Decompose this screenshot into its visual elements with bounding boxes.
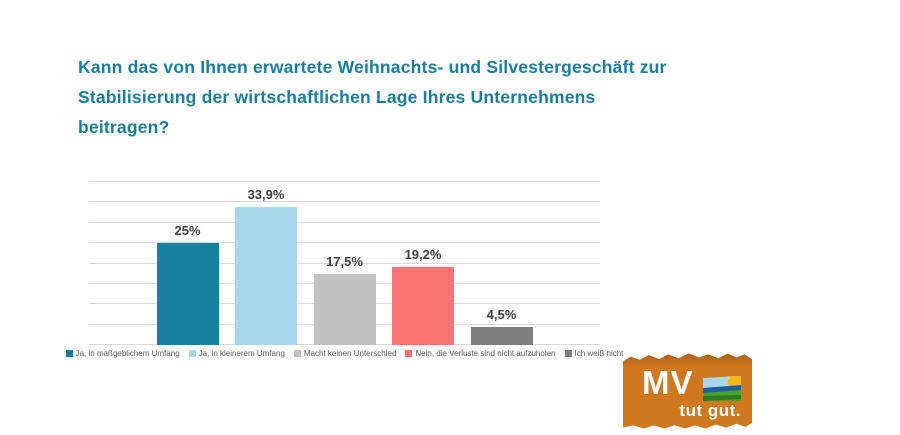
legend-item-1: Ja, in maßgeblichem Umfang: [65, 349, 180, 358]
legend-marker-icon: [564, 350, 572, 357]
legend-label: Nein, die Verluste sind nicht aufzuholen: [415, 349, 556, 358]
bar-4: [392, 266, 454, 345]
legend-item-5: Ich weiß nicht: [564, 349, 624, 358]
mv-tut-gut-logo: MV tut gut.: [623, 353, 752, 429]
bar-value-label: 33,9%: [247, 186, 285, 202]
bar-value-label: 4,5%: [486, 306, 517, 322]
legend-label: Ich weiß nicht: [574, 349, 624, 358]
legend-marker-icon: [293, 350, 301, 357]
legend-marker-icon: [188, 350, 196, 357]
bar-value-label: 17,5%: [326, 253, 363, 269]
gridline: [89, 242, 600, 244]
gridline: [89, 262, 600, 264]
legend-label: Ja, in maßgeblichem Umfang: [75, 349, 180, 358]
legend-item-2: Ja, in kleinerem Umfang: [188, 349, 285, 358]
chart-question-title: Kann das von Ihnen erwartete Weihnachts-…: [78, 52, 778, 142]
legend-label: Macht keinen Unterschied: [303, 349, 397, 358]
title-line-3: beitragen?: [78, 117, 170, 137]
bar-value-label: 19,2%: [404, 246, 442, 262]
bar-value-label: 25%: [174, 223, 201, 239]
chart-legend: Ja, in maßgeblichem Umfang Ja, in kleiner…: [49, 349, 640, 358]
legend-item-3: Macht keinen Unterschied: [293, 349, 397, 358]
gridline: [89, 201, 600, 203]
bar-chart: 25% 33,9% 17,5% 19,2% 4,5%: [89, 181, 600, 345]
bar-5: [470, 326, 533, 345]
legend-label: Ja, in kleinerem Umfang: [198, 349, 285, 358]
title-line-2: Stabilisierung der wirtschaftlichen Lage…: [78, 87, 596, 107]
legend-marker-icon: [405, 350, 413, 357]
gridline: [89, 221, 600, 223]
logo-tagline-text: tut gut.: [679, 401, 741, 420]
title-line-1: Kann das von Ihnen erwartete Weihnachts-…: [78, 57, 667, 77]
gridline: [89, 181, 600, 182]
bar-1: [156, 243, 219, 345]
logo-mv-text: MV: [642, 364, 694, 401]
mv-landscape-flag-icon: [703, 376, 741, 401]
legend-item-4: Nein, die Verluste sind nicht aufzuholen: [405, 349, 556, 358]
bar-3: [313, 273, 376, 345]
bar-2: [235, 206, 297, 345]
legend-marker-icon: [65, 350, 73, 357]
